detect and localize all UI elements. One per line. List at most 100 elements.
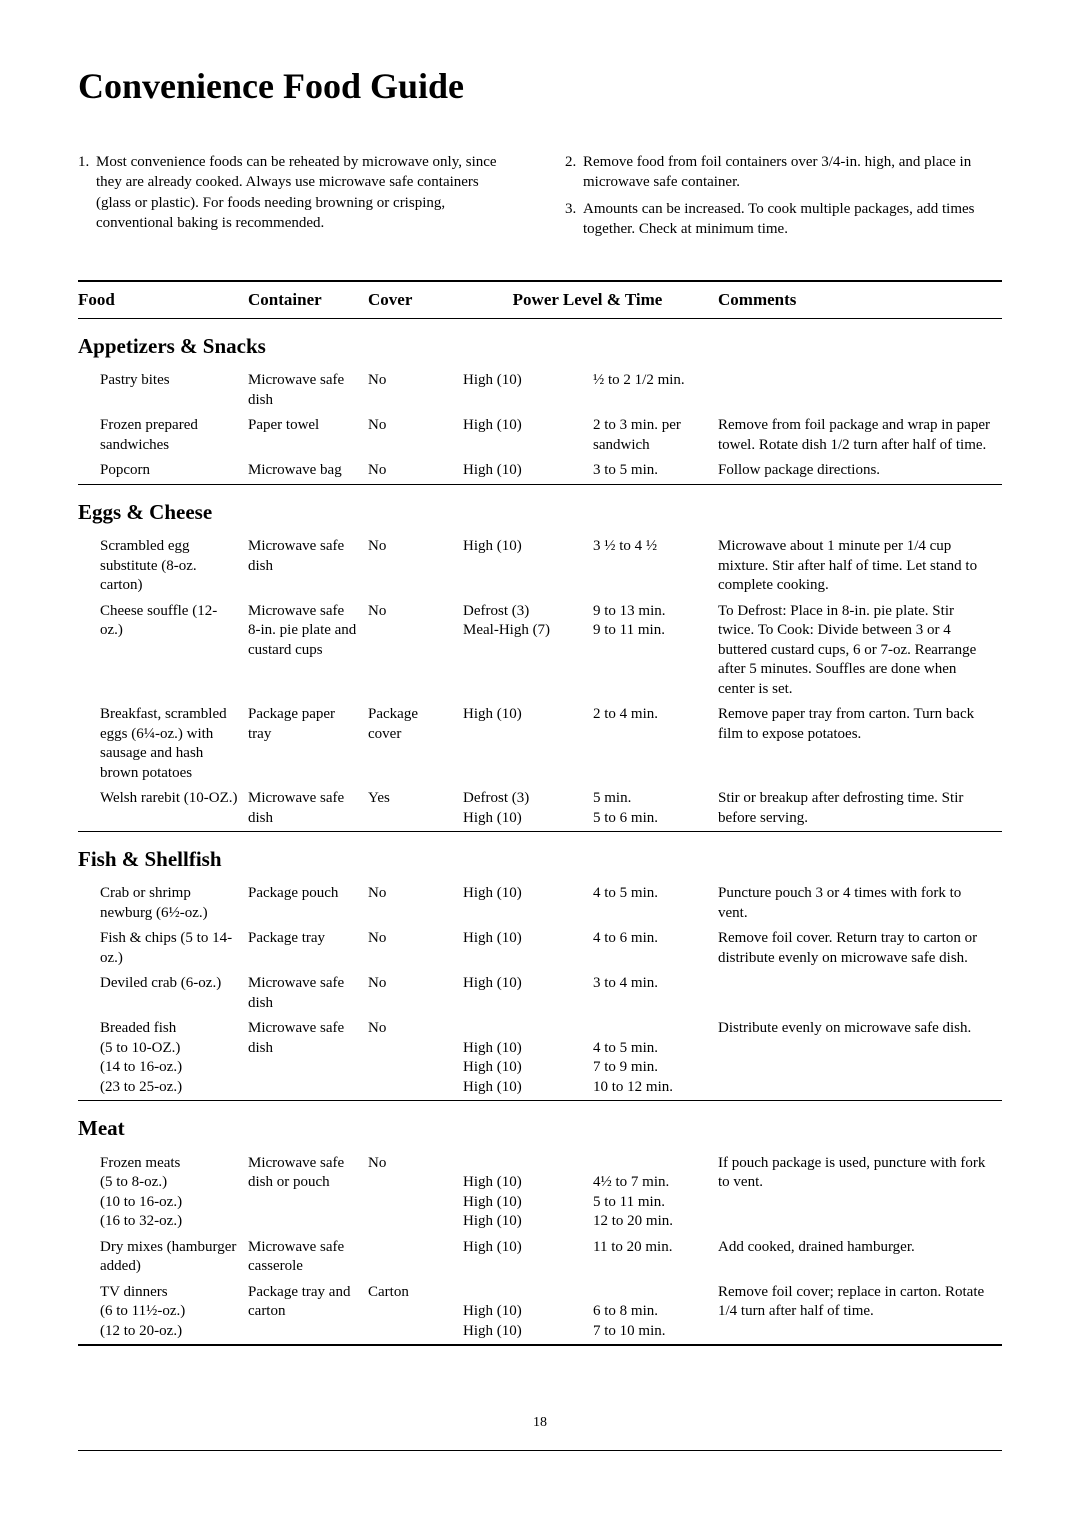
table-row: Frozen prepared sandwichesPaper towelNoH…: [78, 413, 1002, 458]
cell-comments: Stir or breakup after defrosting time. S…: [718, 786, 1002, 831]
cell-food: Popcorn: [78, 458, 248, 484]
cell-food: Frozen meats(5 to 8-oz.)(10 to 16-oz.)(1…: [78, 1151, 248, 1235]
cell-comments: Remove paper tray from carton. Turn back…: [718, 702, 1002, 786]
cell-power: High (10)High (10): [463, 1280, 593, 1345]
cell-power: High (10): [463, 1235, 593, 1280]
cell-time: 3 to 4 min.: [593, 971, 718, 1016]
section-heading: Eggs & Cheese: [78, 484, 1002, 534]
notes-col-left: 1.Most convenience foods can be reheated…: [78, 152, 515, 245]
section-heading-row: Appetizers & Snacks: [78, 319, 1002, 369]
cell-cover: Carton: [368, 1280, 463, 1345]
note-item: 3.Amounts can be increased. To cook mult…: [565, 199, 1002, 240]
table-row: Welsh rarebit (10-OZ.)Microwave safe dis…: [78, 786, 1002, 831]
note-item: 1.Most convenience foods can be reheated…: [78, 152, 515, 233]
page-number: 18: [0, 1415, 1080, 1431]
cell-container: Paper towel: [248, 413, 368, 458]
cell-comments: If pouch package is used, puncture with …: [718, 1151, 1002, 1235]
table-row: Breakfast, scrambled eggs (6¼-oz.) with …: [78, 702, 1002, 786]
table-body: Appetizers & SnacksPastry bitesMicrowave…: [78, 319, 1002, 1346]
table-row: Breaded fish(5 to 10-OZ.)(14 to 16-oz.)(…: [78, 1016, 1002, 1100]
cell-food: Scrambled egg substitute (8-oz. carton): [78, 534, 248, 599]
table-row: TV dinners(6 to 11½-oz.)(12 to 20-oz.)Pa…: [78, 1280, 1002, 1345]
cell-power: High (10)High (10)High (10): [463, 1151, 593, 1235]
cell-food: Pastry bites: [78, 368, 248, 413]
cell-cover: No: [368, 458, 463, 484]
table-row: Fish & chips (5 to 14-oz.)Package trayNo…: [78, 926, 1002, 971]
cell-cover: No: [368, 881, 463, 926]
cell-comments: Add cooked, drained hamburger.: [718, 1235, 1002, 1280]
cell-comments: [718, 368, 1002, 413]
cell-food: Breakfast, scrambled eggs (6¼-oz.) with …: [78, 702, 248, 786]
cell-container: Package tray: [248, 926, 368, 971]
cell-cover: Package cover: [368, 702, 463, 786]
table-row: Pastry bitesMicrowave safe dishNoHigh (1…: [78, 368, 1002, 413]
cell-food: Welsh rarebit (10-OZ.): [78, 786, 248, 831]
note-item: 2.Remove food from foil containers over …: [565, 152, 1002, 193]
note-text: Remove food from foil containers over 3/…: [583, 152, 1002, 193]
cell-time: ½ to 2 1/2 min.: [593, 368, 718, 413]
cell-cover: No: [368, 534, 463, 599]
cell-power: High (10): [463, 458, 593, 484]
cell-power: High (10): [463, 534, 593, 599]
cell-container: Package paper tray: [248, 702, 368, 786]
footer-rule: [78, 1450, 1002, 1451]
cell-food: TV dinners(6 to 11½-oz.)(12 to 20-oz.): [78, 1280, 248, 1345]
cell-container: Microwave safe dish: [248, 786, 368, 831]
cell-food: Dry mixes (hamburger added): [78, 1235, 248, 1280]
section-heading-row: Meat: [78, 1101, 1002, 1151]
note-text: Amounts can be increased. To cook multip…: [583, 199, 1002, 240]
cell-container: Microwave bag: [248, 458, 368, 484]
cell-container: Microwave safe dish: [248, 971, 368, 1016]
cell-time: 4 to 5 min.7 to 9 min.10 to 12 min.: [593, 1016, 718, 1100]
table-row: Scrambled egg substitute (8-oz. carton)M…: [78, 534, 1002, 599]
cell-time: 11 to 20 min.: [593, 1235, 718, 1280]
notes-col-right: 2.Remove food from foil containers over …: [565, 152, 1002, 245]
cell-power: Defrost (3)High (10): [463, 786, 593, 831]
cell-comments: [718, 971, 1002, 1016]
table-row: Cheese souffle (12-oz.)Microwave safe 8-…: [78, 599, 1002, 703]
cell-comments: Microwave about 1 minute per 1/4 cup mix…: [718, 534, 1002, 599]
cell-container: Microwave safe 8-in. pie plate and custa…: [248, 599, 368, 703]
cell-power: High (10): [463, 926, 593, 971]
cell-time: 4 to 6 min.: [593, 926, 718, 971]
section-heading: Fish & Shellfish: [78, 832, 1002, 882]
cell-power: High (10): [463, 413, 593, 458]
page-root: Convenience Food Guide 1.Most convenienc…: [0, 0, 1080, 1521]
notes-container: 1.Most convenience foods can be reheated…: [78, 152, 1002, 245]
cell-power: High (10)High (10)High (10): [463, 1016, 593, 1100]
cell-time: 3 ½ to 4 ½: [593, 534, 718, 599]
section-heading-row: Fish & Shellfish: [78, 832, 1002, 882]
cell-food: Deviled crab (6-oz.): [78, 971, 248, 1016]
table-row: Crab or shrimp newburg (6½-oz.)Package p…: [78, 881, 1002, 926]
table-row: Dry mixes (hamburger added)Microwave saf…: [78, 1235, 1002, 1280]
cell-cover: No: [368, 368, 463, 413]
th-power: Power Level & Time: [463, 281, 718, 319]
th-cover: Cover: [368, 281, 463, 319]
cell-comments: Puncture pouch 3 or 4 times with fork to…: [718, 881, 1002, 926]
cell-food: Cheese souffle (12-oz.): [78, 599, 248, 703]
cell-comments: Remove foil cover. Return tray to carton…: [718, 926, 1002, 971]
cell-cover: No: [368, 1016, 463, 1100]
cell-power: High (10): [463, 971, 593, 1016]
cell-food: Fish & chips (5 to 14-oz.): [78, 926, 248, 971]
cell-container: Package tray and carton: [248, 1280, 368, 1345]
section-divider: [78, 1344, 1002, 1345]
cell-cover: No: [368, 599, 463, 703]
cell-container: Microwave safe casserole: [248, 1235, 368, 1280]
cell-time: 2 to 4 min.: [593, 702, 718, 786]
cell-time: 6 to 8 min.7 to 10 min.: [593, 1280, 718, 1345]
th-food: Food: [78, 281, 248, 319]
cell-power: Defrost (3)Meal-High (7): [463, 599, 593, 703]
cell-food: Frozen prepared sandwiches: [78, 413, 248, 458]
th-container: Container: [248, 281, 368, 319]
cell-cover: [368, 1235, 463, 1280]
cell-cover: Yes: [368, 786, 463, 831]
cell-food: Breaded fish(5 to 10-OZ.)(14 to 16-oz.)(…: [78, 1016, 248, 1100]
cell-container: Microwave safe dish: [248, 534, 368, 599]
cell-comments: Remove from foil package and wrap in pap…: [718, 413, 1002, 458]
cell-cover: No: [368, 971, 463, 1016]
section-heading: Meat: [78, 1101, 1002, 1151]
note-number: 3.: [565, 199, 583, 240]
cell-cover: No: [368, 1151, 463, 1235]
cell-power: High (10): [463, 368, 593, 413]
